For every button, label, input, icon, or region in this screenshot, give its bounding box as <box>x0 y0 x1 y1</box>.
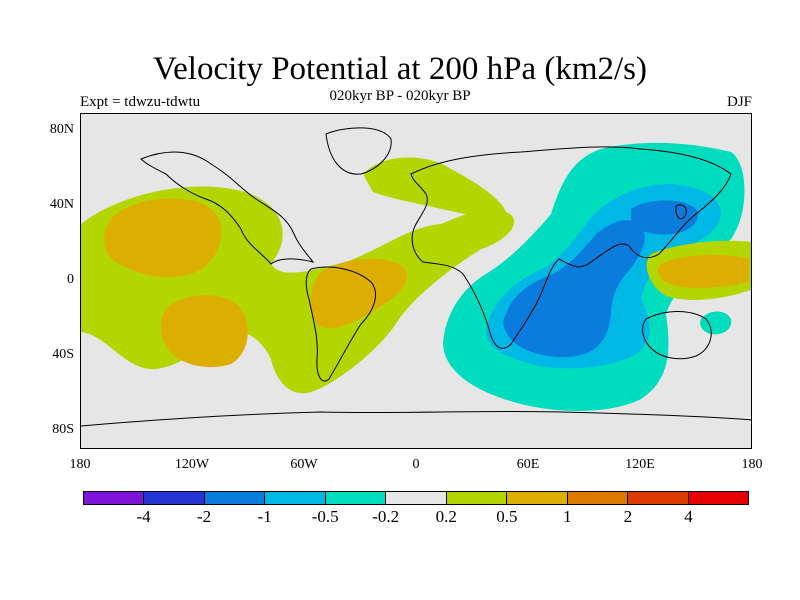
colorbar-segment <box>688 492 748 504</box>
lat-label-80s: 80S <box>52 422 74 437</box>
coast-greenland <box>325 127 392 175</box>
coast-australia <box>642 311 712 360</box>
colorbar-segment <box>325 492 387 504</box>
experiment-label: Expt = tdwzu-tdwtu <box>80 94 201 110</box>
colorbar-segment <box>446 492 508 504</box>
colorbar-tick-label: 4 <box>684 507 693 526</box>
lon-label-120w: 120W <box>174 457 210 472</box>
map-plot-area <box>80 113 752 449</box>
velocity-potential-map <box>81 114 751 448</box>
lat-label-equator: 0 <box>67 272 74 287</box>
strong-negative-core <box>503 220 645 358</box>
coast-antarctica <box>81 410 751 427</box>
colorbar-segment <box>507 492 568 504</box>
lon-label-180w: 180 <box>69 457 91 472</box>
negative-patch-australia <box>700 311 732 335</box>
colorbar-tick-label: 0.5 <box>496 507 518 526</box>
colorbar-tick-label: 2 <box>623 507 633 526</box>
colorbar <box>83 491 749 505</box>
strong-positive-centre-north-pacific <box>104 198 222 278</box>
lon-label-180e: 180 <box>741 457 763 472</box>
map-title: Velocity Potential at 200 hPa (km2/s) <box>152 51 648 87</box>
negative-core-east-asia <box>631 200 699 235</box>
coast-north-america <box>140 151 315 265</box>
colorbar-tick-label: 1 <box>563 507 572 526</box>
colorbar-segment <box>265 492 326 504</box>
strong-positive-centre-south-america <box>310 258 407 329</box>
colorbar-tick-label: -4 <box>136 507 151 526</box>
colorbar-segment <box>628 492 689 504</box>
lat-label-40s: 40S <box>52 347 74 362</box>
lon-label-60w: 60W <box>290 457 318 472</box>
colorbar-tick-label: 0.2 <box>435 507 457 526</box>
coast-japan-islands <box>675 204 687 220</box>
map-subtitle: 020kyr BP - 020kyr BP <box>329 88 471 104</box>
season-label: DJF <box>726 94 752 110</box>
colorbar-tick-label: -1 <box>257 507 272 526</box>
colorbar-segment <box>567 492 629 504</box>
colorbar-tick-label: -0.2 <box>372 507 400 526</box>
lon-label-120e: 120E <box>625 457 655 472</box>
coast-south-america <box>305 266 376 382</box>
lon-label-0: 0 <box>412 457 420 472</box>
coast-africa-eurasia <box>410 146 732 349</box>
colorbar-segment <box>144 492 205 504</box>
colorbar-tick-label: -0.5 <box>311 507 339 526</box>
colorbar-segment <box>84 492 145 504</box>
strong-positive-west-pacific <box>657 254 749 288</box>
colorbar-segment <box>204 492 266 504</box>
colorbar-tick-label: -2 <box>196 507 212 526</box>
colorbar-segment <box>386 492 447 504</box>
lon-label-60e: 60E <box>516 457 540 472</box>
positive-region-europe <box>363 157 506 218</box>
lat-label-80n: 80N <box>49 122 74 137</box>
strong-positive-centre-south-pacific <box>160 295 248 368</box>
coastlines <box>81 127 751 427</box>
lat-label-40n: 40N <box>49 197 74 212</box>
